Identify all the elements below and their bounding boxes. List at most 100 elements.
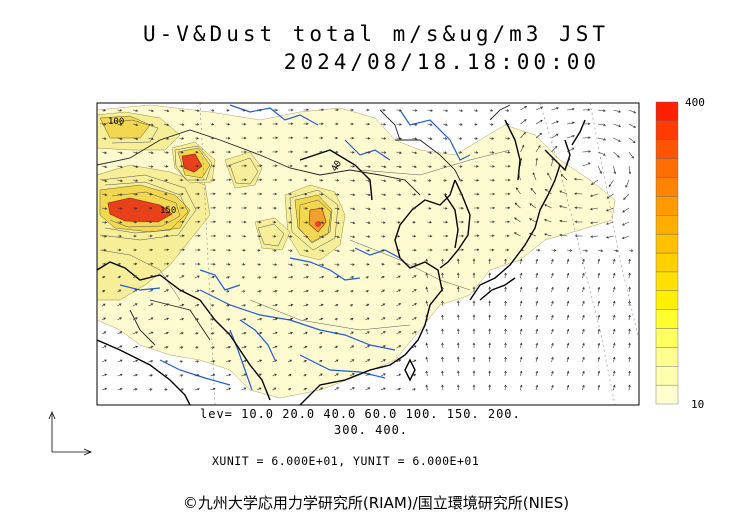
wind-arrow [101,276,106,279]
wind-arrow [622,207,630,213]
wind-arrow [101,234,108,238]
wind-arrow [256,192,263,196]
wind-arrow [489,192,496,196]
wind-arrow [504,220,511,224]
wind-arrow [456,328,460,335]
wind-arrow [349,221,356,225]
wind-arrow [334,108,340,112]
contour-label-150: 150 [160,206,176,216]
wind-arrow [411,345,417,349]
wind-arrow [256,248,261,252]
colorbar-swatch [655,309,679,329]
wind-arrow [179,248,186,252]
wind-arrow [566,286,570,293]
wind-arrow [179,178,184,182]
wind-arrow [535,119,543,125]
colorbar-swatch [655,252,679,273]
wind-arrow [194,150,199,154]
wind-arrow [427,165,432,168]
wind-arrow [241,192,248,196]
wind-arrow [148,289,154,293]
wind-arrow [504,300,507,307]
wind-arrow [148,123,154,127]
wind-arrow [256,220,262,224]
wind-arrow [456,258,460,265]
wind-arrow [441,342,444,349]
wind-arrow [163,374,168,377]
wind-arrow [132,151,139,155]
wind-arrow [194,262,201,266]
colorbar-swatch [655,233,679,254]
wind-arrow [612,286,616,293]
wind-arrow [210,192,216,196]
wind-arrow [628,258,631,265]
wind-arrow [472,342,476,348]
wind-arrow [488,370,492,377]
wind-arrow [241,136,247,140]
wind-arrow [597,370,601,377]
wind-arrow [488,258,492,265]
wind-arrow [551,370,554,377]
wind-arrow [613,123,622,128]
wind-arrow [474,206,480,210]
wind-arrow [287,164,293,168]
wind-arrow [566,314,570,321]
wind-arrow [303,178,308,182]
wind-arrow [318,346,323,349]
colorbar-swatch [655,384,679,405]
wind-arrow [597,300,601,307]
wind-arrow [334,221,340,225]
wind-arrow [179,303,185,307]
wind-arrow [179,275,185,279]
wind-arrow [473,192,480,196]
wind-arrow [441,300,444,307]
wind-arrow [303,206,308,210]
wind-arrow [396,331,402,335]
wind-arrow [589,207,599,211]
wind-arrow [504,314,507,321]
wind-arrow [365,345,371,349]
wind-arrow [519,286,523,293]
wind-arrow [590,235,599,238]
wind-arrow [318,373,323,377]
wind-arrow [256,122,263,126]
wind-arrow [515,187,521,195]
wind-arrow [365,108,370,112]
wind-arrow [194,192,200,196]
wind-arrow [411,248,417,252]
wind-arrow [256,359,263,363]
wind-arrow [566,328,570,335]
wind-arrow [148,109,154,112]
wind-arrow [241,304,247,307]
wind-arrow [425,300,429,307]
wind-arrow [489,206,496,210]
wind-arrow [334,179,340,182]
wind-arrow [210,220,217,224]
wind-arrow [458,165,463,168]
wind-arrow [628,151,634,159]
wind-arrow [349,235,356,238]
wind-arrow [334,122,339,126]
wind-arrow [349,207,356,211]
wind-arrow [544,204,552,209]
wind-arrow [597,384,601,391]
wind-arrow [380,137,387,140]
wind-arrow [148,165,154,168]
wind-arrow [613,109,622,113]
wind-arrow [441,286,444,293]
wind-arrow [396,359,402,363]
wind-arrow [504,248,510,252]
wind-arrow [148,303,154,307]
wind-arrow [566,384,570,391]
wind-arrow [101,137,107,140]
wind-arrow [411,275,417,279]
wind-arrow [442,178,447,182]
wind-arrow [411,206,416,210]
wind-arrow [148,248,154,252]
wind-arrow [334,249,340,252]
wind-arrow [589,193,599,197]
wind-arrow [597,258,601,265]
wind-arrow [241,318,247,321]
wind-arrow [396,373,402,377]
